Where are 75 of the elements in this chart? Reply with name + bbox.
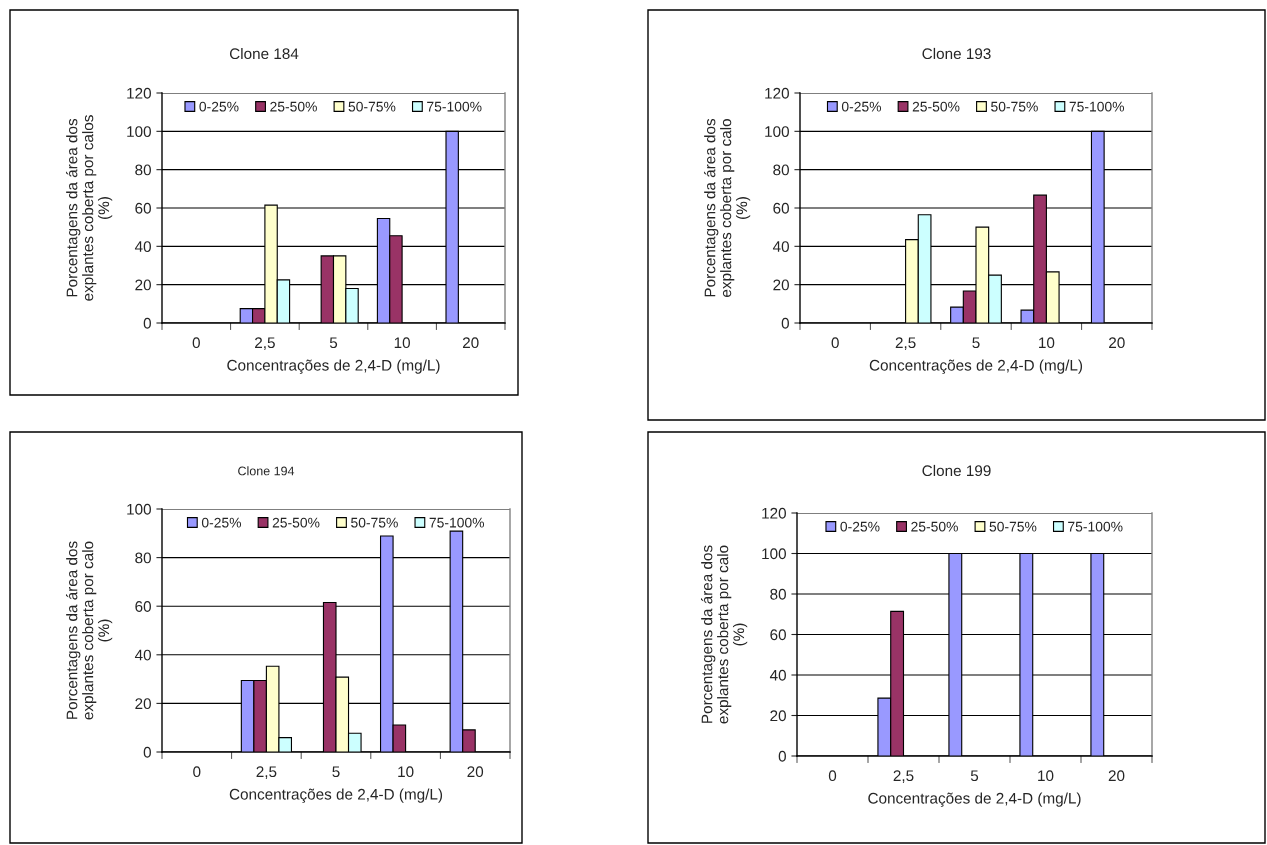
chart-title: Clone 193 — [922, 47, 991, 60]
y-tick-label: 100 — [762, 548, 786, 560]
legend-label: 50-75% — [991, 101, 1038, 112]
x-tick-label: 2,5 — [255, 337, 275, 350]
y-tick-label: 40 — [772, 241, 789, 253]
y-tick-label: 60 — [770, 629, 786, 641]
x-tick-label: 0 — [193, 766, 201, 778]
x-tick-label: 0 — [192, 337, 200, 349]
y-tick-label: 80 — [135, 552, 151, 564]
x-tick-label: 0 — [831, 337, 839, 349]
chart-title: Clone 194 — [238, 466, 295, 476]
x-tick-label: 20 — [462, 337, 479, 349]
x-tick-label: 10 — [398, 766, 414, 778]
chart-title: Clone 199 — [922, 464, 991, 477]
y-tick-label: 0 — [143, 317, 151, 329]
x-axis-title: Concentrações de 2,4-D (mg/L) — [868, 792, 1081, 807]
x-tick-label: 2,5 — [893, 770, 914, 783]
legend-label: 0-25% — [201, 517, 242, 528]
x-axis-title: Concentrações de 2,4-D (mg/L) — [229, 788, 443, 803]
y-tick-label: 0 — [143, 746, 151, 758]
y-tick-label: 120 — [765, 87, 789, 99]
legend-label: 0-25% — [841, 101, 882, 112]
y-axis-title: Porcentagens da área dos explantes coberta por calo (%) — [65, 541, 113, 720]
legend-label: 50-75% — [348, 101, 396, 112]
x-tick-label: 10 — [1039, 337, 1055, 349]
legend-label: 25-50% — [270, 101, 317, 112]
x-tick-label: 5 — [332, 766, 340, 778]
y-axis-title: Porcentagens da área dos explantes coberta por calo (%) — [703, 118, 751, 297]
y-tick-label: 80 — [135, 164, 151, 176]
x-tick-label: 5 — [972, 337, 980, 349]
legend-label: 75-100% — [427, 101, 482, 112]
y-tick-label: 60 — [773, 202, 789, 214]
y-tick-label: 100 — [127, 126, 151, 138]
y-tick-label: 0 — [781, 317, 789, 329]
x-tick-label: 20 — [467, 766, 484, 778]
legend-label: 75-100% — [1069, 101, 1125, 112]
chart-title: Clone 184 — [229, 47, 299, 60]
y-axis-title: Porcentagens da área dos explantes coberta por calo (%) — [700, 545, 748, 724]
y-axis-title: Porcentagens da área dos explantes coberta por calos (%) — [65, 115, 113, 301]
legend-label: 25-50% — [272, 517, 320, 528]
legend-label: 0-25% — [840, 521, 880, 532]
x-tick-label: 2,5 — [256, 766, 277, 779]
legend-label: 50-75% — [351, 517, 398, 528]
x-tick-label: 20 — [1108, 770, 1125, 782]
x-tick-label: 5 — [329, 337, 338, 349]
x-tick-label: 20 — [1109, 337, 1125, 349]
x-tick-label: 10 — [1038, 770, 1054, 782]
y-tick-label: 40 — [769, 669, 786, 681]
legend-label: 75-100% — [1068, 521, 1123, 532]
legend-label: 25-50% — [912, 101, 960, 112]
y-tick-label: 120 — [762, 507, 786, 519]
y-tick-label: 100 — [127, 503, 151, 515]
y-tick-label: 0 — [778, 750, 786, 762]
y-tick-label: 120 — [127, 87, 151, 99]
y-tick-label: 100 — [765, 126, 789, 138]
legend-label: 50-75% — [989, 521, 1037, 532]
x-tick-label: 0 — [828, 770, 837, 782]
y-tick-label: 20 — [770, 710, 786, 722]
y-tick-label: 20 — [773, 279, 789, 291]
legend-label: 25-50% — [911, 521, 958, 532]
y-tick-label: 20 — [135, 279, 151, 291]
x-axis-title: Concentrações de 2,4-D (mg/L) — [869, 359, 1083, 374]
y-tick-label: 80 — [770, 588, 786, 600]
legend-label: 75-100% — [429, 517, 485, 528]
y-tick-label: 60 — [135, 601, 151, 612]
y-tick-label: 40 — [134, 241, 151, 253]
x-tick-label: 5 — [970, 770, 979, 782]
y-tick-label: 20 — [135, 698, 151, 710]
y-tick-label: 80 — [773, 164, 789, 176]
legend-label: 0-25% — [199, 101, 239, 112]
y-tick-label: 60 — [135, 202, 151, 214]
y-tick-label: 40 — [134, 649, 151, 661]
x-tick-label: 10 — [394, 337, 410, 349]
x-tick-label: 2,5 — [895, 337, 916, 350]
x-axis-title: Concentrações de 2,4-D (mg/L) — [227, 359, 440, 374]
